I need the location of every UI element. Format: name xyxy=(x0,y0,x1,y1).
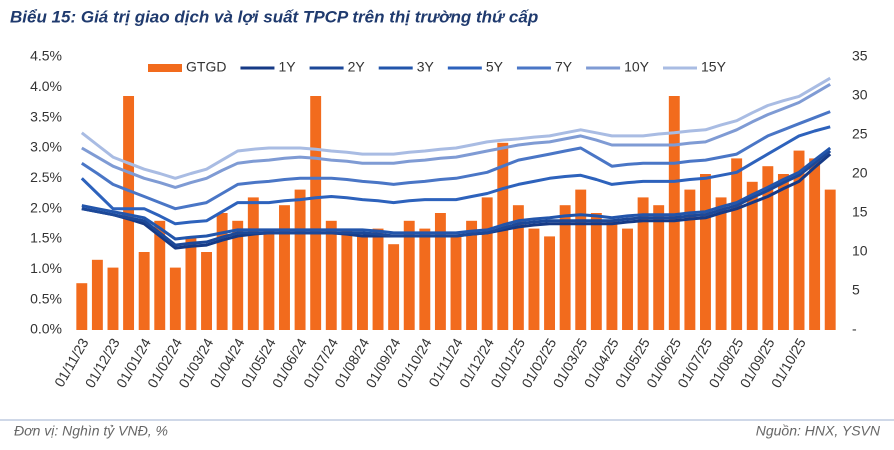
bar xyxy=(169,267,181,330)
bar xyxy=(356,236,368,330)
bar xyxy=(637,197,649,330)
bar xyxy=(528,228,540,330)
y-tick-label: 2.0% xyxy=(30,199,62,215)
y2-tick-label: 10 xyxy=(852,243,868,259)
y2-tick-label: - xyxy=(852,321,857,337)
line-series xyxy=(80,76,831,180)
bar xyxy=(216,213,228,330)
bar xyxy=(419,228,431,330)
bar xyxy=(575,189,587,330)
bar xyxy=(466,220,478,330)
y-tick-label: 3.5% xyxy=(30,108,62,124)
bar xyxy=(341,228,353,330)
y-tick-label: 3.0% xyxy=(30,139,62,155)
legend-label: 3Y xyxy=(417,59,435,75)
line-series xyxy=(81,146,832,241)
bar xyxy=(715,197,727,330)
bar xyxy=(107,267,119,330)
bar xyxy=(294,189,306,330)
legend-label: 5Y xyxy=(486,59,504,75)
bar xyxy=(76,283,88,330)
line-series xyxy=(80,125,831,226)
bar xyxy=(590,213,602,330)
bar xyxy=(185,236,197,330)
unit-note: Đơn vị: Nghìn tỷ VNĐ, % xyxy=(14,423,168,439)
y-tick-label: 1.0% xyxy=(30,260,62,276)
bar xyxy=(793,150,805,330)
bar xyxy=(777,174,789,330)
y2-tick-label: 15 xyxy=(852,204,868,220)
bar xyxy=(372,228,384,330)
y-tick-label: 0.5% xyxy=(30,290,62,306)
bar xyxy=(247,197,259,330)
bar xyxy=(559,205,571,330)
bar xyxy=(201,252,212,330)
y-tick-label: 4.0% xyxy=(30,78,62,94)
bar xyxy=(263,228,275,330)
bar xyxy=(138,252,150,330)
bar xyxy=(497,142,509,330)
legend-label: 2Y xyxy=(348,59,366,75)
bar xyxy=(481,197,493,330)
bar xyxy=(544,236,556,330)
y2-tick-label: 30 xyxy=(852,87,868,103)
bar xyxy=(746,181,758,330)
chart-title: Biểu 15: Giá trị giao dịch và lợi suất T… xyxy=(10,7,538,26)
bar xyxy=(154,220,166,330)
y-tick-label: 1.5% xyxy=(30,230,62,246)
y2-tick-label: 25 xyxy=(852,126,868,142)
y2-tick-label: 5 xyxy=(852,282,860,298)
bar xyxy=(809,158,821,330)
bar xyxy=(512,205,524,330)
legend-label: 10Y xyxy=(624,59,650,75)
bar xyxy=(434,213,446,330)
y-tick-label: 4.5% xyxy=(30,48,62,64)
bar xyxy=(123,96,135,330)
y-tick-label: 2.5% xyxy=(30,169,62,185)
legend-swatch xyxy=(148,64,182,72)
bar xyxy=(388,244,400,330)
bar xyxy=(91,259,103,330)
legend-label: 1Y xyxy=(278,59,296,75)
bar xyxy=(653,205,665,330)
bar xyxy=(310,96,322,330)
line-series xyxy=(81,149,832,247)
legend-label: 7Y xyxy=(555,59,573,75)
bar xyxy=(622,228,633,330)
legend-label: 15Y xyxy=(701,59,727,75)
bar xyxy=(684,189,696,330)
bar xyxy=(450,236,462,330)
bar xyxy=(731,158,743,330)
y-tick-label: 0.0% xyxy=(30,321,62,337)
bar xyxy=(668,96,680,330)
bar xyxy=(325,220,337,330)
line-series xyxy=(81,83,831,189)
line-series xyxy=(80,110,831,211)
bar xyxy=(606,220,618,330)
bar xyxy=(403,220,415,330)
source-note: Nguồn: HNX, YSVN xyxy=(756,423,881,439)
bar xyxy=(232,220,244,330)
bar xyxy=(824,189,836,330)
y2-tick-label: 20 xyxy=(852,165,868,181)
y2-tick-label: 35 xyxy=(852,48,868,64)
bar xyxy=(762,166,774,330)
bar xyxy=(700,174,711,330)
legend-label: GTGD xyxy=(186,59,226,75)
bar xyxy=(279,205,290,330)
